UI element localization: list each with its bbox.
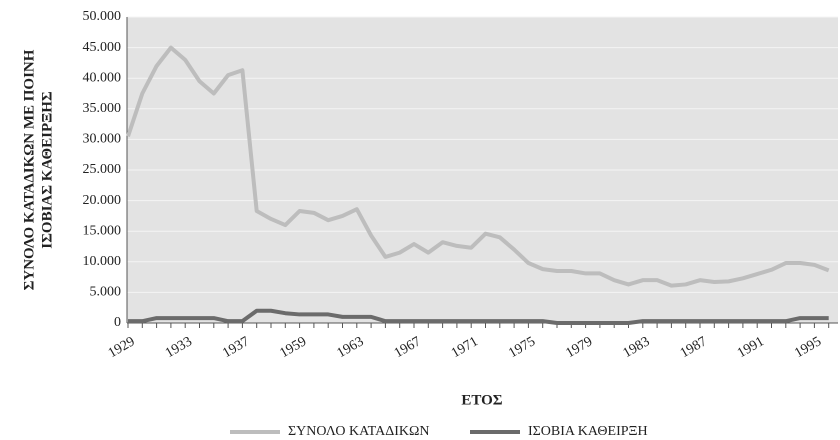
y-tick-label: 0 [114, 315, 121, 330]
y-axis-title-line: ΙΣΟΒΙΑΣ ΚΑΘΕΙΡΞΗΣ [39, 91, 55, 249]
y-tick-label: 25.000 [83, 162, 122, 177]
legend-label: ΙΣΟΒΙΑ ΚΑΘΕΙΡΞΗ [528, 424, 648, 439]
y-tick-label: 10.000 [83, 254, 122, 269]
x-tick-label: 1975 [506, 334, 538, 361]
x-tick-label: 1987 [678, 334, 710, 361]
x-tick-label: 1971 [449, 334, 481, 361]
x-tick-label: 1929 [106, 334, 138, 361]
y-tick-label: 45.000 [83, 40, 122, 55]
x-tick-label: 1983 [621, 334, 653, 361]
legend-label: ΣΥΝΟΛΟ ΚΑΤΑΔΙΚΩΝ [288, 424, 430, 439]
x-tick-label: 1991 [735, 334, 767, 361]
x-tick-label: 1995 [792, 334, 824, 361]
x-tick-label: 1967 [392, 334, 424, 361]
x-tick-label: 1937 [220, 334, 252, 361]
y-axis-title-line: ΣΥΝΟΛΟ ΚΑΤΑΔΙΚΩΝ ΜΕ ΠΟΙΝΗ [21, 49, 37, 290]
y-tick-label: 15.000 [83, 223, 122, 238]
y-tick-label: 20.000 [83, 193, 122, 208]
y-tick-label: 35.000 [83, 101, 122, 116]
y-tick-label: 40.000 [83, 70, 122, 85]
x-tick-label: 1963 [335, 334, 367, 361]
y-tick-label: 30.000 [83, 132, 122, 147]
y-tick-label: 5.000 [90, 285, 122, 300]
x-tick-label: 1933 [163, 334, 195, 361]
series-line [126, 45, 830, 288]
y-tick-label: 50.000 [83, 9, 122, 24]
series-line [128, 308, 829, 325]
x-tick-label: 1979 [563, 334, 595, 361]
x-axis-title: ΕΤΟΣ [461, 392, 502, 408]
y-axis-title: ΣΥΝΟΛΟ ΚΑΤΑΔΙΚΩΝ ΜΕ ΠΟΙΝΗ ΙΣΟΒΙΑΣ ΚΑΘΕΙΡ… [21, 49, 55, 290]
x-tick-label: 1959 [277, 334, 309, 361]
